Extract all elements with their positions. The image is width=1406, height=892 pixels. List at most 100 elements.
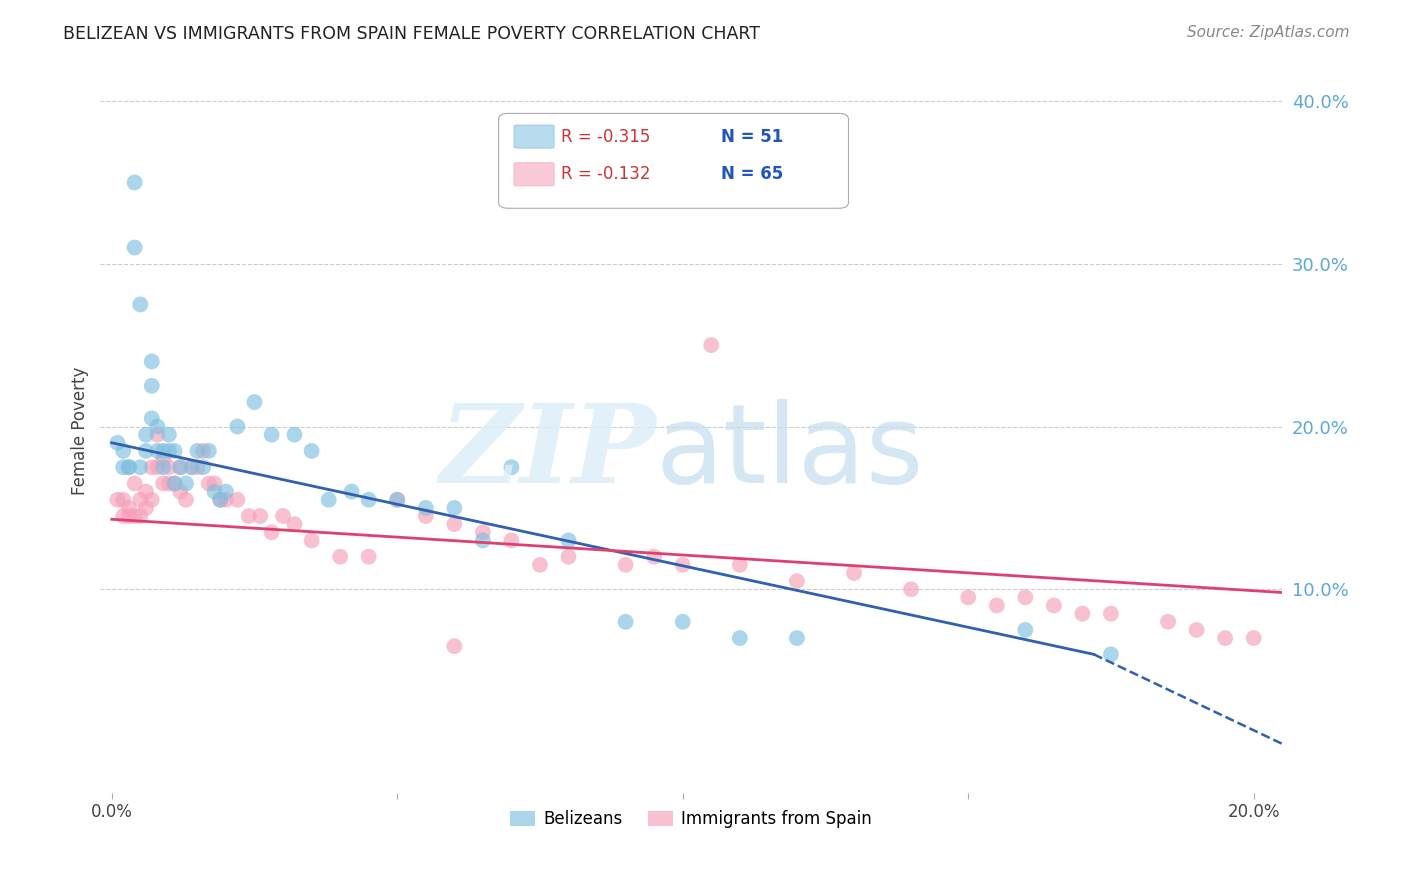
Point xyxy=(124,508,146,523)
Point xyxy=(1099,648,1122,662)
Point xyxy=(169,460,191,475)
Point xyxy=(135,444,157,458)
Point xyxy=(786,574,808,588)
Point xyxy=(157,460,180,475)
Point xyxy=(238,508,260,523)
Point xyxy=(198,476,221,491)
Point xyxy=(249,508,271,523)
Text: atlas: atlas xyxy=(655,399,924,506)
Point xyxy=(146,444,169,458)
Point xyxy=(415,508,437,523)
Text: BELIZEAN VS IMMIGRANTS FROM SPAIN FEMALE POVERTY CORRELATION CHART: BELIZEAN VS IMMIGRANTS FROM SPAIN FEMALE… xyxy=(63,25,761,43)
Point xyxy=(672,558,695,572)
Point xyxy=(141,460,163,475)
Point xyxy=(163,476,186,491)
Point xyxy=(986,599,1008,613)
Point xyxy=(443,500,465,515)
Point xyxy=(124,176,146,190)
Point xyxy=(226,492,249,507)
Point xyxy=(1043,599,1066,613)
Point xyxy=(141,492,163,507)
Point xyxy=(283,427,305,442)
Text: N = 65: N = 65 xyxy=(721,165,783,183)
Point xyxy=(118,500,141,515)
Point xyxy=(124,476,146,491)
Point xyxy=(157,476,180,491)
Point xyxy=(129,508,152,523)
Point xyxy=(124,240,146,254)
Point xyxy=(387,492,409,507)
Point xyxy=(204,484,226,499)
Point xyxy=(1071,607,1094,621)
Point xyxy=(260,525,283,540)
Y-axis label: Female Poverty: Female Poverty xyxy=(72,367,89,495)
Point xyxy=(614,615,637,629)
Point xyxy=(1243,631,1265,645)
Point xyxy=(1014,591,1036,605)
Point xyxy=(318,492,340,507)
Point xyxy=(1157,615,1180,629)
Point xyxy=(209,492,232,507)
Point xyxy=(112,508,135,523)
Point xyxy=(1014,623,1036,637)
Point xyxy=(443,639,465,653)
Point xyxy=(112,492,135,507)
FancyBboxPatch shape xyxy=(499,113,848,208)
Point xyxy=(157,444,180,458)
Point xyxy=(728,631,751,645)
Point xyxy=(152,444,174,458)
Point xyxy=(260,427,283,442)
Point xyxy=(129,460,152,475)
Point xyxy=(163,476,186,491)
Point xyxy=(226,419,249,434)
Point xyxy=(135,500,157,515)
Point xyxy=(186,460,208,475)
Point xyxy=(842,566,865,580)
Point xyxy=(146,419,169,434)
Point xyxy=(204,476,226,491)
Point xyxy=(209,492,232,507)
Point xyxy=(191,444,214,458)
Point xyxy=(215,484,238,499)
Point xyxy=(786,631,808,645)
Point xyxy=(283,517,305,532)
Point xyxy=(112,444,135,458)
Point xyxy=(198,444,221,458)
Point xyxy=(118,508,141,523)
Point xyxy=(135,427,157,442)
Point xyxy=(191,460,214,475)
Point xyxy=(672,615,695,629)
Point xyxy=(700,338,723,352)
Point xyxy=(141,354,163,368)
Point xyxy=(174,492,197,507)
Point xyxy=(529,558,551,572)
Point xyxy=(329,549,352,564)
Point xyxy=(215,492,238,507)
Point xyxy=(107,492,129,507)
Point xyxy=(180,460,202,475)
Point xyxy=(557,549,579,564)
Point xyxy=(112,460,135,475)
Point xyxy=(443,517,465,532)
Point xyxy=(301,444,323,458)
Point xyxy=(415,500,437,515)
Point xyxy=(1213,631,1236,645)
Point xyxy=(163,444,186,458)
Point xyxy=(135,484,157,499)
Point xyxy=(900,582,922,597)
Point xyxy=(107,435,129,450)
FancyBboxPatch shape xyxy=(515,125,554,148)
Point xyxy=(152,452,174,467)
Text: R = -0.315: R = -0.315 xyxy=(561,128,651,145)
Point xyxy=(501,460,523,475)
Point xyxy=(157,427,180,442)
Point xyxy=(174,476,197,491)
Point xyxy=(152,476,174,491)
Point xyxy=(1185,623,1208,637)
Text: ZIP: ZIP xyxy=(439,399,655,506)
Point xyxy=(146,460,169,475)
Point xyxy=(141,411,163,425)
Point xyxy=(471,525,494,540)
Point xyxy=(186,444,208,458)
Point xyxy=(152,460,174,475)
